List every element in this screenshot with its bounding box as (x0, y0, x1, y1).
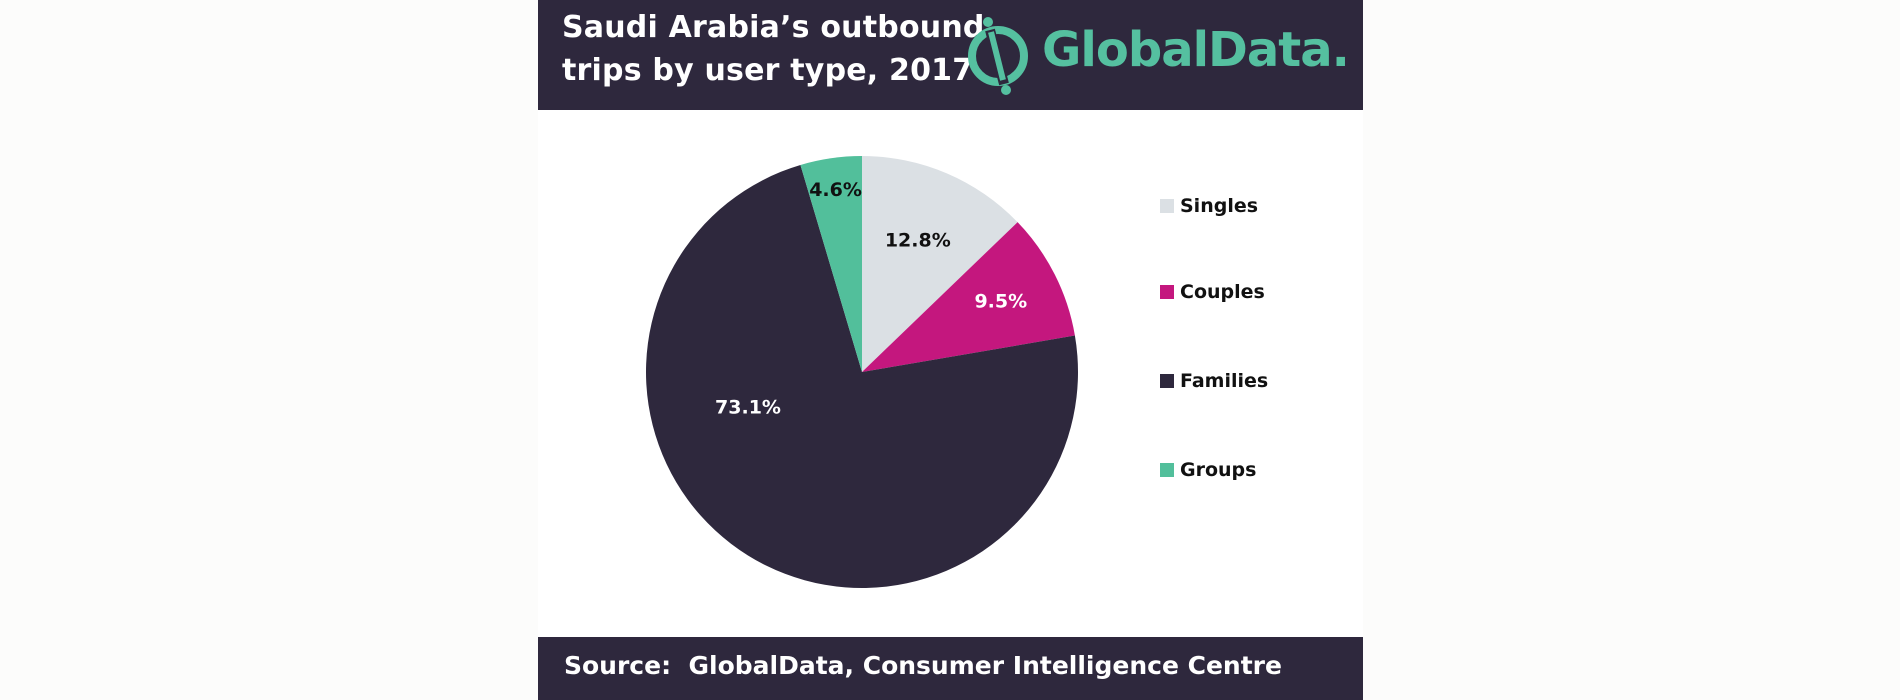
pie-slice-couples (862, 222, 1075, 372)
source-note: Source: GlobalData, Consumer Intelligenc… (564, 651, 1282, 680)
pie-slice-families (646, 164, 1078, 588)
data-label-groups: 4.6% (809, 179, 862, 201)
data-label-families: 73.1% (715, 397, 781, 419)
legend-label: Singles (1180, 195, 1259, 217)
legend-label: Couples (1180, 281, 1265, 303)
pie-slice-singles (862, 156, 1018, 372)
title-line-2: trips by user type, 2017 (562, 53, 974, 88)
pie-slice-groups (800, 156, 862, 372)
title-line-1: Saudi Arabia’s outbound (562, 10, 985, 45)
infographic-card: Saudi Arabia’s outbound trips by user ty… (538, 0, 1363, 700)
legend-item-couples: Couples (1160, 280, 1265, 304)
chart-title: Saudi Arabia’s outbound trips by user ty… (562, 6, 985, 92)
globaldata-logo: GlobalData. (964, 16, 1356, 96)
legend-swatch (1160, 199, 1174, 213)
legend-swatch (1160, 374, 1174, 388)
footer-bar: Source: GlobalData, Consumer Intelligenc… (538, 637, 1363, 700)
legend-item-singles: Singles (1160, 194, 1258, 218)
chart-legend: Singles Couples Families Groups (1160, 110, 1360, 636)
legend-item-families: Families (1160, 369, 1268, 393)
legend-label: Families (1180, 370, 1269, 392)
legend-swatch (1160, 463, 1174, 477)
header-bar: Saudi Arabia’s outbound trips by user ty… (538, 0, 1363, 110)
data-label-singles: 12.8% (885, 229, 951, 251)
legend-label: Groups (1180, 459, 1257, 481)
pie-chart: 12.8% 9.5% 73.1% 4.6% (646, 156, 1078, 588)
data-label-couples: 9.5% (974, 290, 1027, 312)
logo-wordmark: GlobalData. (1042, 22, 1350, 78)
chart-area: 12.8% 9.5% 73.1% 4.6% Singles Couples Familie… (538, 110, 1363, 636)
globaldata-logo-icon (968, 17, 1028, 95)
legend-swatch (1160, 285, 1174, 299)
legend-item-groups: Groups (1160, 458, 1256, 482)
